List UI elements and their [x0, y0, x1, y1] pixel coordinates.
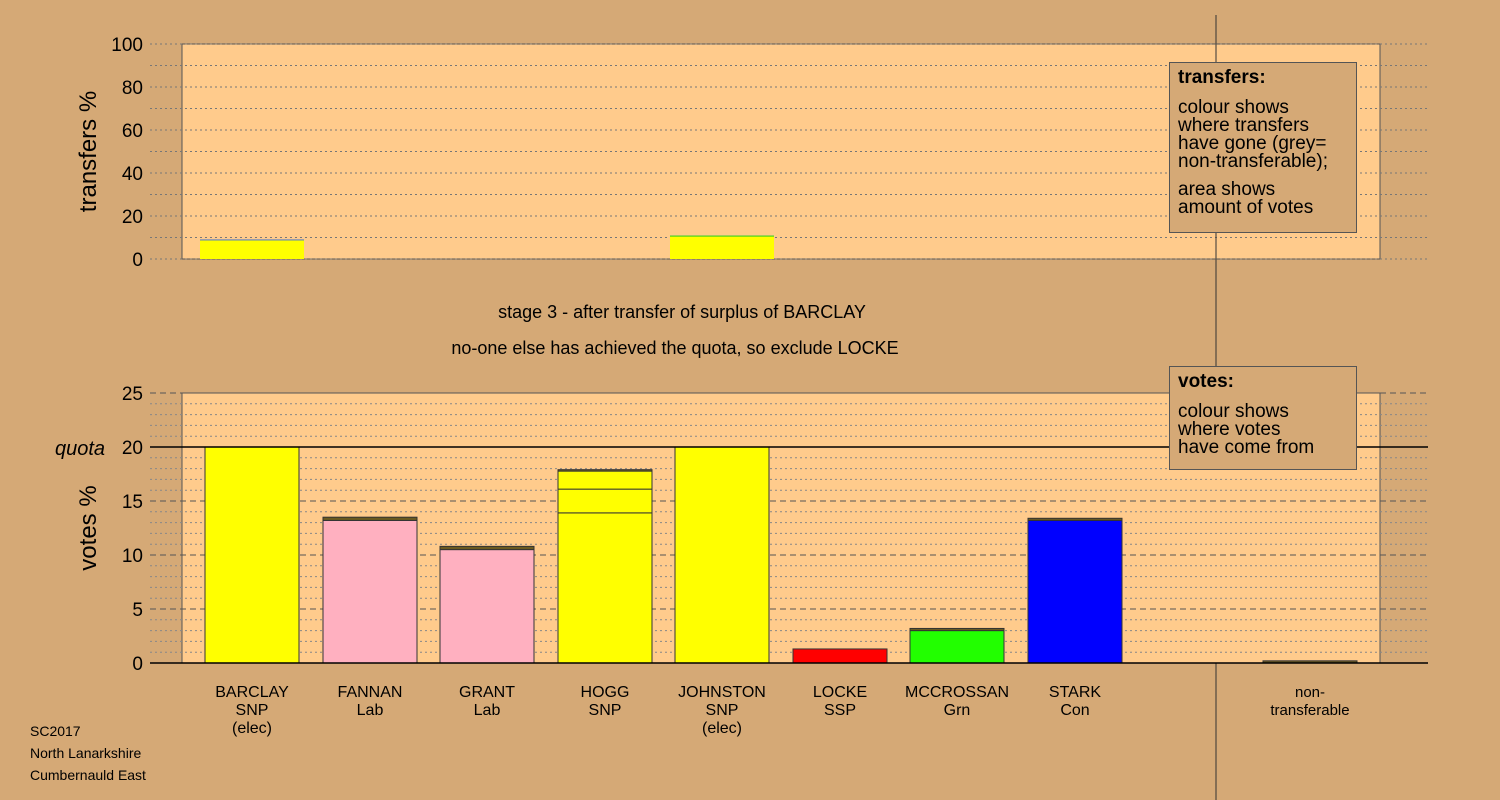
votes-bar-segment: [1027, 519, 1123, 664]
category-label-line: SNP: [589, 702, 622, 719]
category-label-line: SSP: [824, 702, 856, 719]
votes-y-tick-label: 20: [122, 438, 143, 459]
transfers-legend-line: area shows: [1178, 179, 1276, 200]
votes-y-tick-label: 15: [122, 492, 143, 513]
transfers-y-ticks: 0 20 40 60 80 100: [111, 35, 143, 271]
transfers-legend: transfers: colour shows where transfers …: [1169, 62, 1357, 233]
category-label-line: SNP: [706, 702, 739, 719]
votes-bar-segment: [557, 469, 653, 472]
votes-bar-segment: [909, 630, 1005, 664]
transfers-legend-line: amount of votes: [1178, 197, 1314, 218]
votes-category-labels: BARCLAYSNP(elec)FANNANLabGRANTLabHOGGSNP…: [215, 684, 1349, 737]
votes-bar-segment: [204, 446, 300, 664]
votes-legend: votes: colour shows where votes have com…: [1169, 366, 1357, 470]
votes-bar-segment: [1027, 517, 1123, 521]
category-label-line: (elec): [702, 720, 742, 737]
votes-bars: [150, 446, 1428, 664]
category-label-line: BARCLAY: [215, 684, 289, 701]
votes-bar-segment: [557, 512, 653, 664]
votes-legend-line: colour shows: [1178, 401, 1289, 422]
transfers-legend-line: non-transferable);: [1178, 151, 1328, 172]
votes-bar-segment: [439, 545, 535, 551]
votes-legend-line: have come from: [1178, 437, 1315, 458]
votes-y-axis-label: votes %: [75, 485, 102, 570]
election-code: SC2017: [30, 723, 81, 739]
votes-bar-segment: [557, 470, 653, 490]
votes-bar-segment: [674, 446, 770, 664]
transfers-bar-segment: [200, 239, 304, 241]
category-label-line: SNP: [236, 702, 269, 719]
category-label-line: HOGG: [581, 684, 630, 701]
stage-description: stage 3 - after transfer of surplus of B…: [498, 302, 866, 322]
votes-bar-segment: [792, 648, 888, 664]
votes-y-tick-label: 0: [132, 654, 143, 675]
transfers-y-tick-label: 0: [132, 250, 143, 271]
transfers-y-axis-label: transfers %: [75, 91, 102, 212]
category-label-line: non-: [1295, 684, 1325, 701]
footer-info: SC2017 North Lanarkshire Cumbernauld Eas…: [30, 720, 146, 786]
category-label-line: Lab: [474, 702, 501, 719]
transfers-legend-line: colour shows: [1178, 97, 1289, 118]
transfers-y-tick-label: 100: [111, 35, 143, 56]
transfers-y-tick-label: 60: [122, 121, 143, 142]
transfers-legend-line: where transfers: [1178, 115, 1309, 136]
votes-y-tick-label: 5: [132, 600, 143, 621]
category-label-line: LOCKE: [813, 684, 867, 701]
category-label-line: (elec): [232, 720, 272, 737]
category-label-line: FANNAN: [338, 684, 403, 701]
category-label-line: Grn: [944, 702, 971, 719]
votes-y-tick-label: 10: [122, 546, 143, 567]
votes-bar-segment: [909, 627, 1005, 632]
ward-name: Cumbernauld East: [30, 767, 146, 783]
category-label-line: Con: [1060, 702, 1089, 719]
transfers-legend-line: have gone (grey=: [1178, 133, 1327, 154]
votes-y-tick-label: 25: [122, 384, 143, 405]
transfers-bar-segment: [200, 240, 304, 259]
transfers-bars: [200, 235, 774, 259]
votes-bar-segment: [322, 519, 418, 664]
category-label-line: STARK: [1049, 684, 1101, 701]
votes-bar-segment: [557, 488, 653, 514]
votes-y-ticks: 0 5 10 15 20 25: [122, 384, 143, 675]
votes-legend-title: votes:: [1178, 371, 1234, 392]
category-label-line: JOHNSTON: [678, 684, 766, 701]
transfers-y-tick-label: 40: [122, 164, 143, 185]
action-description: no-one else has achieved the quota, so e…: [451, 338, 898, 358]
votes-legend-line: where votes: [1178, 419, 1281, 440]
transfers-bar-segment: [670, 236, 774, 259]
quota-label: quota: [55, 438, 105, 460]
category-label-line: MCCROSSAN: [905, 684, 1009, 701]
council-name: North Lanarkshire: [30, 745, 142, 761]
transfers-y-tick-label: 80: [122, 78, 143, 99]
transfers-legend-title: transfers:: [1178, 67, 1266, 88]
category-label-line: GRANT: [459, 684, 515, 701]
transfers-bar-segment: [670, 235, 774, 237]
transfers-y-tick-label: 20: [122, 207, 143, 228]
category-label-line: transferable: [1270, 702, 1349, 719]
votes-bar-segment: [322, 516, 418, 521]
category-label-line: Lab: [357, 702, 384, 719]
votes-bar-segment: [439, 549, 535, 664]
